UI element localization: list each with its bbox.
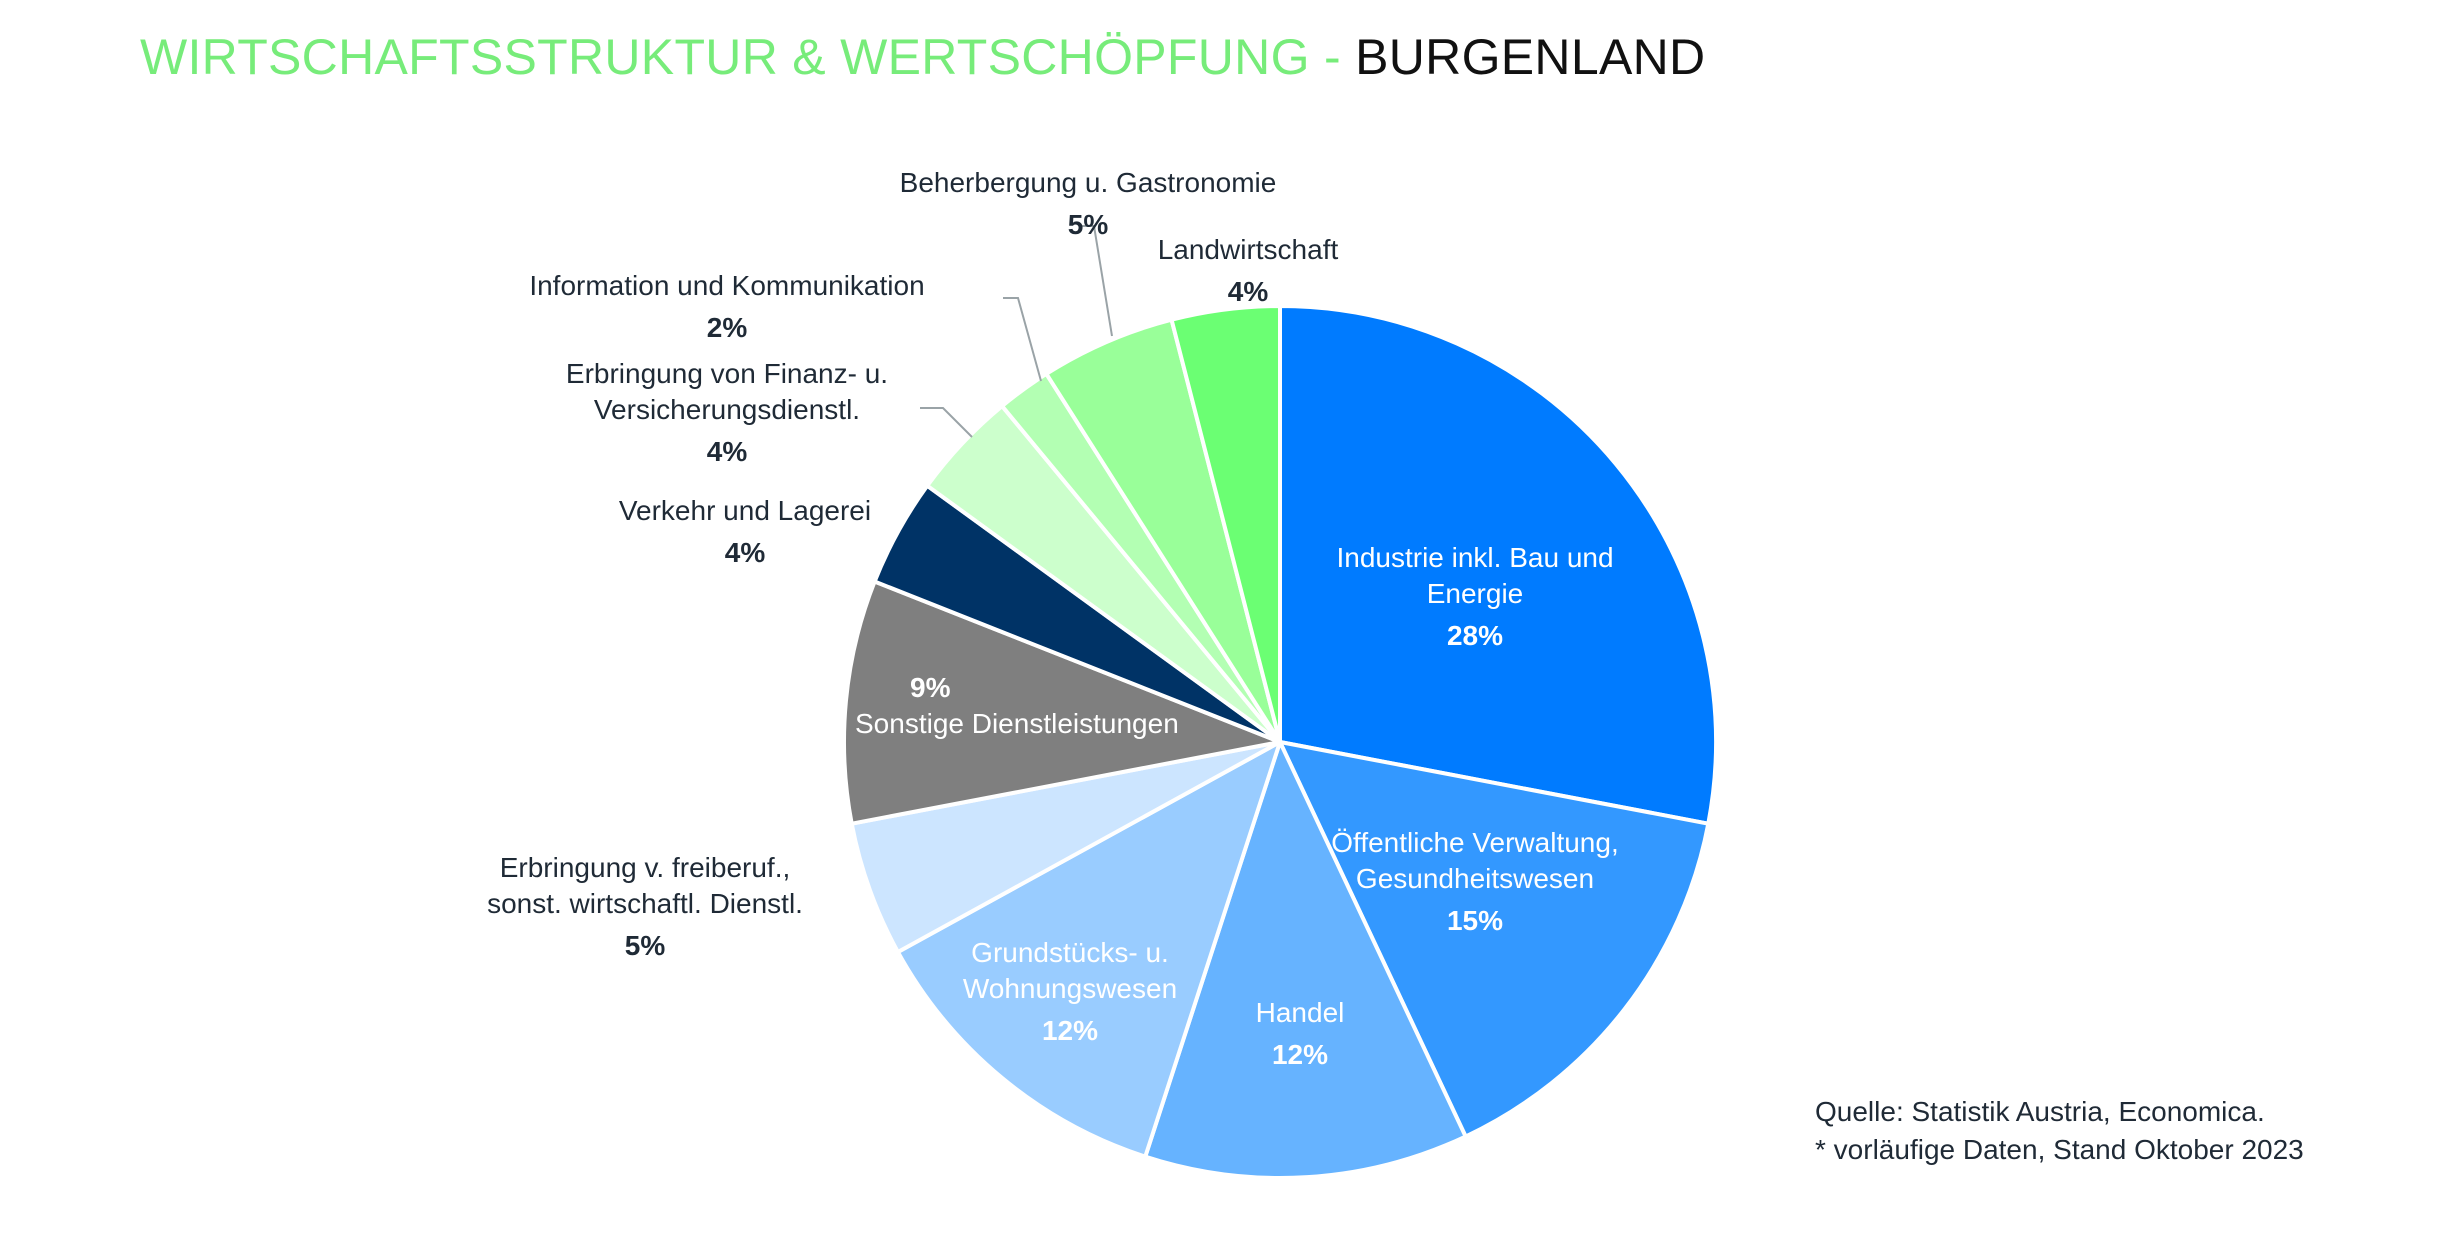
slice-label-industrie-inkl-bau-und-energie: Industrie inkl. Bau und Energie 28% bbox=[1175, 540, 1775, 654]
slice-label-text: Erbringung von Finanz- u. bbox=[565, 358, 889, 389]
data-status-note: * vorläufige Daten, Stand Oktober 2023 bbox=[1815, 1134, 2304, 1165]
slice-value-label: 12% bbox=[1271, 1039, 1329, 1070]
slice-label-erbringung-von-finanz-u-versicherungsdienstl: Erbringung von Finanz- u. Versicherungsdi… bbox=[427, 356, 1027, 470]
slice-value-label: 28% bbox=[1446, 620, 1504, 651]
slice-value-label: 2% bbox=[706, 312, 748, 343]
slice-label-beherbergung-u-gastronomie: Beherbergung u. Gastronomie 5% bbox=[788, 165, 1388, 243]
slice-value-label: 12% bbox=[1041, 1015, 1099, 1046]
slice-value-label: 5% bbox=[1067, 209, 1109, 240]
slice-label-text: Industrie inkl. Bau und bbox=[1336, 542, 1614, 573]
slice-value-label: 9% bbox=[910, 672, 951, 703]
slice-label-text: Wohnungswesen bbox=[962, 973, 1178, 1004]
pie-slice-oeffentliche-verwaltung-gesundheitswesen bbox=[1278, 740, 1711, 1139]
slice-label-text: Gesundheitswesen bbox=[1355, 863, 1595, 894]
source-line: Quelle: Statistik Austria, Economica. bbox=[1815, 1096, 2265, 1127]
slice-label-handel: Handel 12% bbox=[1000, 995, 1600, 1073]
slice-label-text: sonst. wirtschaftl. Dienstl. bbox=[487, 888, 803, 919]
chart-title: WIRTSCHAFTSSTRUKTUR & WERTSCHÖPFUNG - BU… bbox=[140, 28, 1705, 86]
slice-value-label: 4% bbox=[724, 537, 766, 568]
leader-line-erbringung-von-finanz-u-versicherungsdienstl bbox=[920, 407, 973, 438]
slice-value-label: 15% bbox=[1446, 905, 1504, 936]
chart-title-region: BURGENLAND bbox=[1355, 29, 1706, 85]
leader-line-beherbergung-u-gastronomie bbox=[1081, 225, 1113, 337]
leader-line-information-und-kommunikation bbox=[1003, 297, 1042, 382]
slice-label-landwirtschaft: Landwirtschaft 4% bbox=[948, 232, 1548, 310]
slice-label-verkehr-und-lagerei: Verkehr und Lagerei 4% bbox=[445, 493, 1045, 571]
slice-label-text: Energie bbox=[1426, 578, 1524, 609]
slice-label-text: Information und Kommunikation bbox=[529, 270, 925, 301]
pie-slice-industrie-inkl-bau-und-energie bbox=[1278, 304, 1718, 826]
chart-title-main: WIRTSCHAFTSSTRUKTUR & WERTSCHÖPFUNG - bbox=[140, 29, 1356, 85]
slice-label-grundstuecks-u-wohnungswesen: Grundstücks- u. Wohnungswesen 12% bbox=[770, 935, 1370, 1049]
pie-slice-grundstuecks-u-wohnungswesen bbox=[895, 740, 1282, 1159]
slice-label-text: Grundstücks- u. bbox=[971, 937, 1169, 968]
slice-value-label: 4% bbox=[1227, 276, 1269, 307]
slice-label-text: Beherbergung u. Gastronomie bbox=[899, 167, 1277, 198]
slice-label-text: Handel bbox=[1255, 997, 1345, 1028]
pie-slice-sonstige-dienstleistungen bbox=[841, 579, 1282, 826]
slice-label-text: Landwirtschaft bbox=[1157, 234, 1339, 265]
slice-label-text: Verkehr und Lagerei bbox=[618, 495, 872, 526]
slice-label-text: Versicherungsdienstl. bbox=[593, 394, 861, 425]
slice-label-sonstige-dienstleistungen: 9% Sonstige Dienstleistungen bbox=[855, 670, 1179, 742]
source-note: Quelle: Statistik Austria, Economica. * … bbox=[1815, 1093, 2304, 1169]
slice-label-information-und-kommunikation: Information und Kommunikation 2% bbox=[427, 268, 1027, 346]
pie-slice-landwirtschaft bbox=[1169, 304, 1282, 744]
slice-label-erbringung-v-freiberuf-sonst-wirtschaftl-dienstl: Erbringung v. freiberuf., sonst. wirtscha… bbox=[345, 850, 945, 964]
slice-label-oeffentliche-verwaltung-gesundheitswesen: Öffentliche Verwaltung, Gesundheitswesen 1… bbox=[1175, 825, 1775, 939]
slice-label-text: Sonstige Dienstleistungen bbox=[855, 708, 1179, 739]
slice-value-label: 5% bbox=[624, 930, 666, 961]
pie-slice-handel bbox=[1143, 740, 1468, 1180]
slice-label-text: Erbringung v. freiberuf., bbox=[499, 852, 791, 883]
slice-value-label: 4% bbox=[706, 436, 748, 467]
slice-label-text: Öffentliche Verwaltung, bbox=[1331, 827, 1619, 858]
